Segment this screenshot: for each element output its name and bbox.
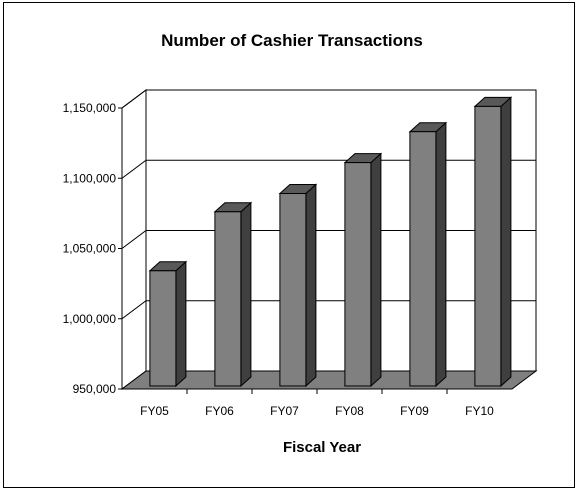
bar: [278, 183, 318, 388]
x-tick-label: FY10: [465, 404, 494, 418]
x-axis-tick-labels: FY05 FY06 FY07 FY08 FY09 FY10: [122, 388, 512, 418]
bar: [148, 260, 188, 388]
bar-side: [500, 96, 512, 388]
bar: [343, 152, 383, 388]
bar-side: [305, 183, 317, 388]
bar: [213, 201, 253, 388]
y-tick-label: 950,000: [73, 382, 117, 396]
gridline: [121, 300, 536, 320]
gridline: [121, 230, 536, 249]
bar-front: [409, 131, 437, 387]
y-tick-label: 1,050,000: [63, 242, 117, 256]
bar-front: [149, 270, 177, 387]
bar-front: [474, 105, 502, 387]
bar: [473, 96, 513, 388]
bar-front: [214, 211, 242, 387]
bar-side: [175, 260, 187, 388]
x-tick-label: FY06: [205, 404, 234, 418]
y-tick-label: 1,150,000: [63, 101, 117, 115]
gridline: [121, 89, 536, 109]
bar-front: [279, 193, 307, 387]
gridline: [121, 159, 536, 179]
bar-side: [240, 201, 252, 388]
x-tick-label: FY07: [270, 404, 299, 418]
gridlines: [121, 89, 536, 320]
y-tick-label: 1,100,000: [63, 171, 117, 185]
x-tick-label: FY05: [140, 404, 169, 418]
y-axis-tick-labels: 950,000 1,000,000 1,050,000 1,100,000 1,150,…: [63, 101, 122, 396]
y-tick-label: 1,000,000: [63, 312, 117, 326]
x-tick-label: FY08: [335, 404, 364, 418]
bar: [408, 121, 448, 388]
bars: [148, 96, 513, 388]
bar-front: [344, 162, 372, 387]
bar-side: [370, 152, 382, 388]
x-tick-label: FY09: [400, 404, 429, 418]
chart-title: Number of Cashier Transactions: [161, 31, 423, 50]
bar-side: [435, 121, 447, 388]
x-axis-label: Fiscal Year: [283, 439, 361, 456]
